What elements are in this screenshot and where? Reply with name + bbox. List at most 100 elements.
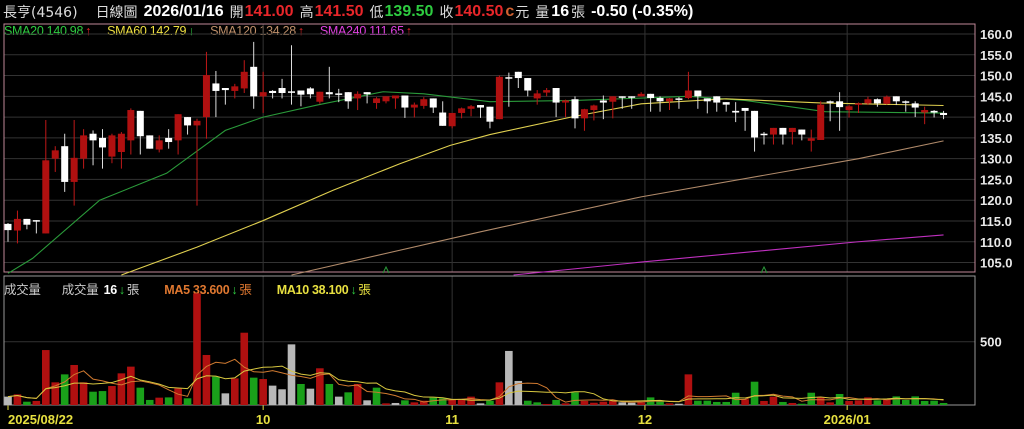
volume-bar	[826, 402, 834, 405]
sma-line-sma20	[7, 91, 944, 274]
volume-bar	[703, 400, 712, 405]
candle-body	[618, 96, 626, 98]
candle-body	[184, 117, 192, 126]
volume-bar	[580, 400, 589, 405]
candle-body	[543, 90, 551, 93]
volume-bar	[731, 392, 740, 405]
candle-body	[580, 109, 588, 119]
candle-body	[562, 100, 570, 103]
price-tick-label: 120.0	[980, 193, 1013, 208]
candle-body	[193, 120, 201, 126]
volume-bar	[609, 400, 617, 405]
volume-bar	[240, 332, 249, 405]
volume-bar	[221, 393, 230, 405]
arrow-down-icon: ↓	[231, 283, 238, 297]
candle-body	[363, 92, 371, 95]
candle-body	[354, 93, 362, 99]
volume-bar	[353, 383, 362, 405]
candle-body	[769, 127, 777, 135]
candle-body	[467, 106, 475, 109]
volume-bar	[145, 399, 154, 405]
candle-body	[373, 98, 381, 103]
volume-bar	[523, 400, 532, 405]
candle-body	[514, 71, 522, 79]
volume-unit: 張	[571, 5, 586, 21]
candle-body	[599, 100, 607, 103]
volume-bar	[835, 393, 844, 405]
volume-value: 16	[551, 3, 570, 20]
candle-body	[202, 75, 210, 118]
volume-bar	[939, 402, 948, 405]
volume-bar	[627, 402, 636, 405]
volume-tick-label: 500	[980, 335, 1002, 350]
volume-bar	[930, 400, 938, 405]
volume-bar	[637, 402, 645, 405]
candle-body	[420, 99, 428, 106]
volume-bar	[618, 402, 627, 405]
volume-ma5-line	[7, 358, 944, 403]
volume-panel-border	[3, 275, 976, 406]
volume-bar	[845, 400, 853, 405]
volume-bar	[656, 400, 664, 405]
candle-body	[798, 129, 806, 135]
volume-bar	[51, 382, 60, 405]
volume-bar	[438, 398, 447, 405]
candle-body	[250, 66, 258, 97]
date-label: 12	[638, 412, 652, 427]
candle-body	[165, 137, 173, 143]
volume-bar	[505, 350, 513, 405]
quote-date: 2026/01/16	[143, 3, 224, 20]
candle-body	[13, 218, 21, 231]
candle-body	[259, 92, 267, 97]
candle-body	[524, 78, 532, 91]
price-tick-label: 115.0	[980, 214, 1012, 229]
date-label: 10	[256, 412, 270, 427]
volume-bar	[883, 399, 891, 405]
candle-body	[51, 150, 59, 159]
volume-bar	[675, 403, 683, 405]
volume-bar	[457, 399, 466, 405]
volume-bar	[334, 396, 343, 405]
volume-bar	[533, 402, 541, 405]
candle-body	[921, 110, 929, 113]
candle-body	[240, 71, 248, 89]
ma10-value: MA10 38.100	[276, 283, 349, 297]
candle-body	[155, 140, 163, 150]
volume-legend: 成交量 成交量 16 ↓ 張 MA5 33.600 ↓ 張 MA10 38.100 ↓ 張	[4, 279, 373, 298]
price-tick-label: 110.0	[980, 235, 1012, 250]
candle-body	[940, 112, 948, 116]
candle-body	[817, 104, 825, 140]
price-unit: 元	[515, 5, 530, 21]
price-tick-label: 125.0	[980, 172, 1013, 187]
volume-bar	[816, 397, 825, 405]
candle-body	[391, 95, 399, 99]
candle-body	[99, 137, 106, 148]
candle-body	[108, 135, 116, 157]
close-flag: c	[505, 3, 515, 20]
volume-bar	[807, 392, 816, 405]
volume-bar	[268, 385, 277, 405]
candle-body	[269, 90, 277, 94]
volume-bar	[363, 400, 371, 405]
volume-bar	[486, 400, 494, 405]
volume-bar	[4, 396, 12, 405]
close-label: 收	[439, 5, 454, 21]
high-label: 高	[299, 5, 314, 21]
candle-body	[439, 112, 447, 126]
candle-body	[892, 96, 900, 102]
candle-body	[278, 88, 286, 94]
candle-body	[410, 104, 418, 108]
volume-bar	[325, 383, 334, 405]
volume-bar	[901, 399, 910, 405]
candle-body	[61, 146, 69, 182]
candle-body	[684, 90, 692, 98]
volume-bar	[599, 401, 608, 405]
arrow-up-icon: ↑	[405, 24, 412, 38]
candle-body	[902, 101, 910, 103]
volume-bar	[873, 400, 882, 405]
candle-body	[42, 160, 50, 234]
volume-bar	[552, 399, 560, 405]
price-tick-label: 130.0	[980, 152, 1013, 167]
price-change: -0.50 (-0.35%)	[591, 3, 694, 20]
